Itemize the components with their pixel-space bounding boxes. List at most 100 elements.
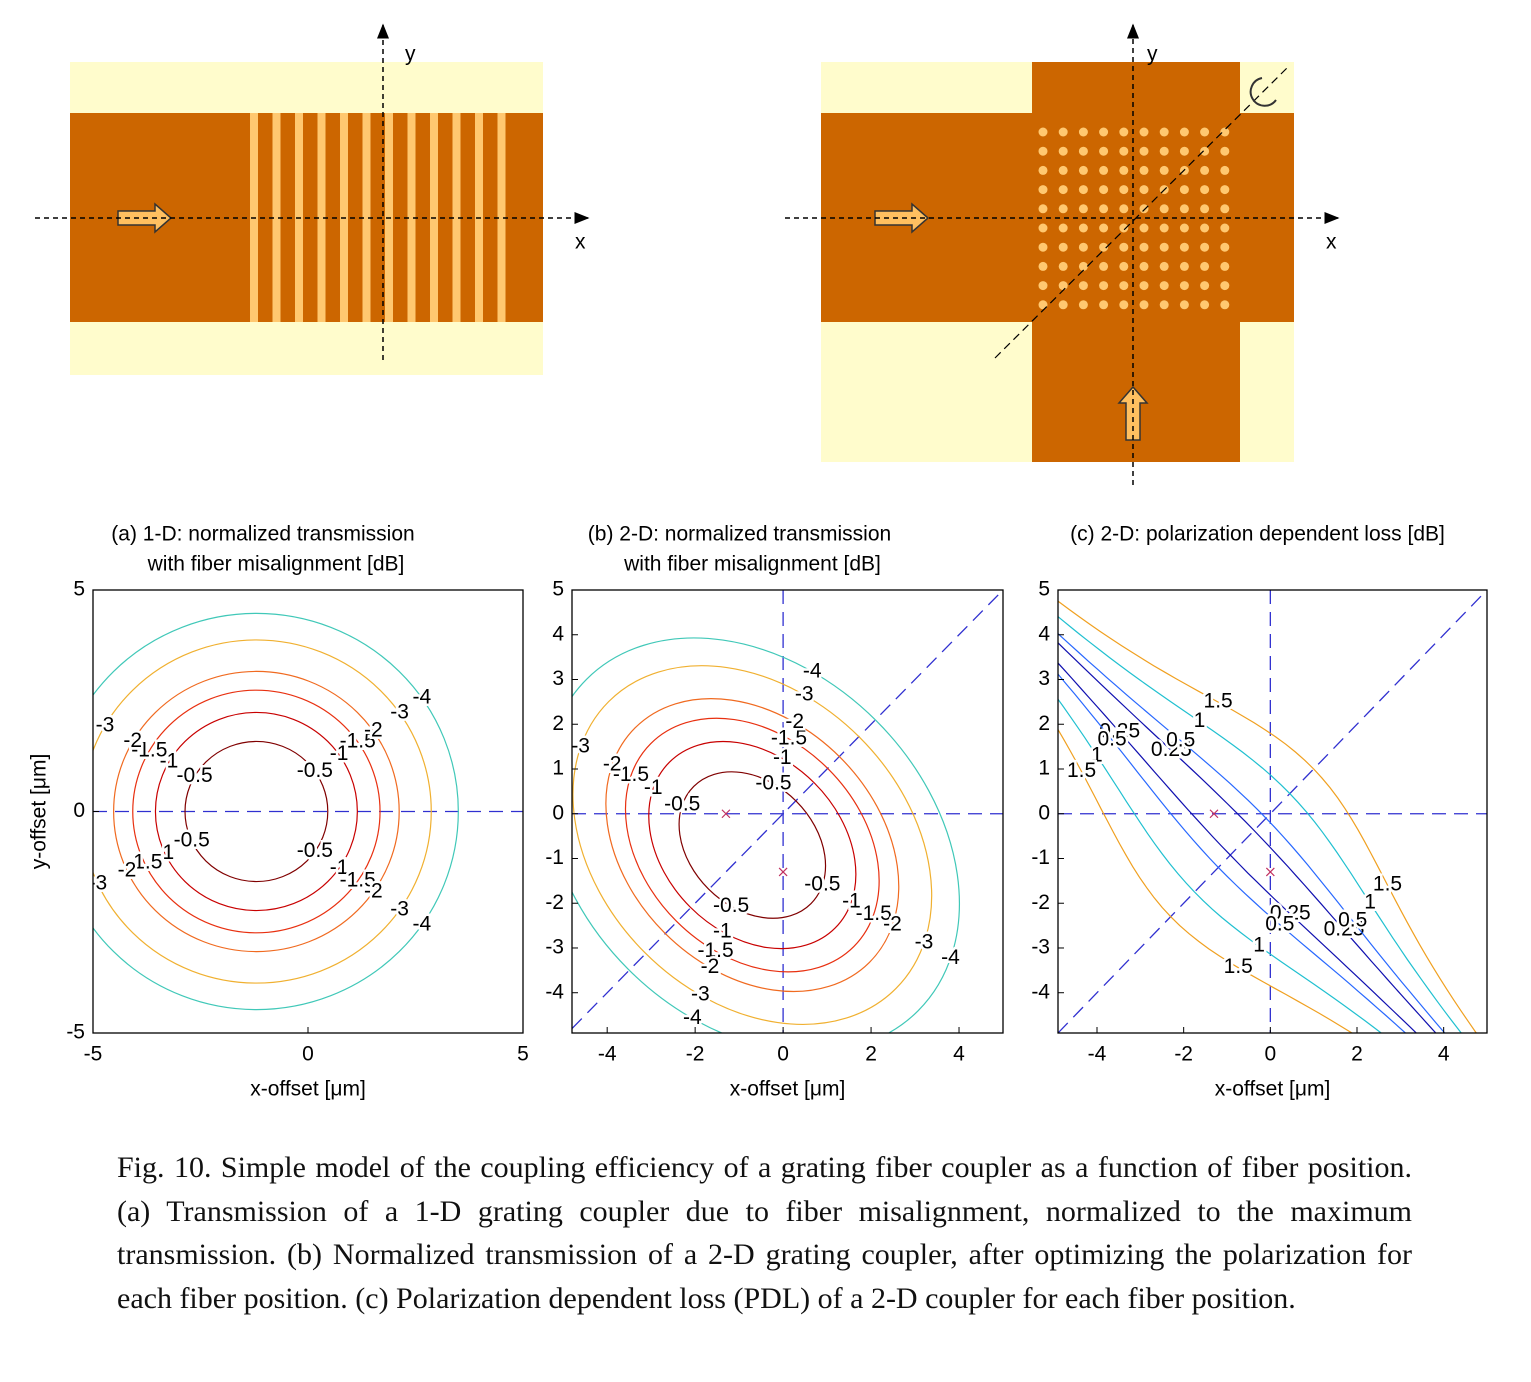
rotation-symbol xyxy=(1249,77,1277,107)
y-tick-label: -5 xyxy=(66,1021,85,1044)
contour-label: -0.5 xyxy=(713,894,749,917)
grating-hole xyxy=(1099,185,1109,195)
grating-hole xyxy=(1200,223,1210,233)
contour-line xyxy=(678,771,827,919)
grating-hole xyxy=(1099,165,1109,175)
grating-hole xyxy=(1139,261,1149,271)
contour-label: -0.5 xyxy=(664,793,700,816)
grating-hole xyxy=(1078,261,1088,271)
contour-plot: -0.5-0.5-0.5-0.5-1-1-1-1-1.5-1.5-1.5-1.5… xyxy=(28,523,529,1101)
grating-hole xyxy=(1220,165,1230,175)
grating-hole xyxy=(1159,242,1169,252)
grating-hole xyxy=(1220,242,1230,252)
y-tick-label: 4 xyxy=(552,622,564,645)
grating-line xyxy=(362,113,371,322)
y-tick-label: 1 xyxy=(1038,757,1050,780)
contour-label: -1.5 xyxy=(126,850,162,873)
y-tick-label: 0 xyxy=(552,801,564,824)
y-tick-label: -3 xyxy=(545,936,564,959)
contour-line xyxy=(93,612,459,1011)
grating-hole xyxy=(1078,242,1088,252)
contour-label: -1.5 xyxy=(340,869,376,892)
x-tick-label: 5 xyxy=(517,1043,529,1066)
contour-label: -3 xyxy=(96,713,115,736)
y-tick-label: -2 xyxy=(1031,891,1050,914)
input-arrow-x xyxy=(874,202,930,234)
contour-label: -1 xyxy=(644,776,663,799)
grating-hole xyxy=(1159,127,1169,137)
contour-line xyxy=(624,717,880,973)
contour-label: -3 xyxy=(691,983,710,1006)
contour-label: -4 xyxy=(412,913,431,936)
contour-label: 0.5 xyxy=(1265,912,1294,935)
contour-line xyxy=(93,639,432,984)
contour-label: -4 xyxy=(64,883,83,906)
contour-label: 0.5 xyxy=(1338,909,1367,932)
contour-line xyxy=(184,740,329,883)
grating-hole xyxy=(1220,185,1230,195)
x-tick-label: -2 xyxy=(686,1043,705,1066)
y-tick-label: -2 xyxy=(545,891,564,914)
grating-hole xyxy=(1099,281,1109,291)
grating-hole xyxy=(1220,261,1230,271)
x-tick-label: -4 xyxy=(598,1043,617,1066)
grating-hole xyxy=(1038,223,1048,233)
y-axis-label: y xyxy=(405,43,416,66)
grating-hole xyxy=(1038,261,1048,271)
grating-line xyxy=(317,113,326,322)
contour-label: -0.5 xyxy=(297,839,333,862)
contour-label: -1 xyxy=(773,746,792,769)
grating-hole xyxy=(1058,223,1068,233)
grating-hole xyxy=(1220,223,1230,233)
contour-line xyxy=(605,698,900,993)
marker xyxy=(1209,809,1219,819)
grating-hole xyxy=(1139,204,1149,214)
x-axis-label: x xyxy=(575,231,586,254)
grating-hole xyxy=(1200,127,1210,137)
x-tick-label: 2 xyxy=(865,1043,877,1066)
x-tick-label: 0 xyxy=(777,1043,789,1066)
contour-label: -1.5 xyxy=(131,738,167,761)
grating-hole xyxy=(1058,127,1068,137)
grating-2d-diagram: x y xyxy=(785,23,1340,485)
contour-label: -1.5 xyxy=(698,939,734,962)
contour-label: -2 xyxy=(364,879,383,902)
grating-hole xyxy=(1220,204,1230,214)
chart-title: (c) 2-D: polarization dependent loss [dB… xyxy=(1070,523,1445,546)
contour-label: -1 xyxy=(160,750,179,773)
contour-label: 1 xyxy=(1091,743,1103,766)
contour-label: -2 xyxy=(883,913,902,936)
y-tick-label: 5 xyxy=(73,578,85,601)
grating-hole xyxy=(1139,185,1149,195)
grating-hole xyxy=(1139,146,1149,156)
grating-hole xyxy=(1119,281,1129,291)
contour-label: -1 xyxy=(842,889,861,912)
y-tick-label: -1 xyxy=(1031,846,1050,869)
contour-line xyxy=(1058,728,1354,1033)
contour-label: -4 xyxy=(941,946,960,969)
x-tick-label: 4 xyxy=(953,1043,965,1066)
grating-hole xyxy=(1119,165,1129,175)
contour-label: -1.5 xyxy=(340,729,376,752)
contour-label: -3 xyxy=(795,682,814,705)
grating-hole xyxy=(1058,165,1068,175)
grating-1d-diagram: x y xyxy=(35,23,590,375)
chart-title: (a) 1-D: normalized transmission xyxy=(111,523,414,546)
grating-hole xyxy=(1179,223,1189,233)
grating-hole xyxy=(1200,242,1210,252)
grating-hole xyxy=(1220,281,1230,291)
contour-line xyxy=(1058,662,1418,1033)
contour-label: 0.25 xyxy=(1270,902,1311,925)
grating-hole xyxy=(1058,146,1068,156)
grating-line xyxy=(407,113,416,322)
grating-hole xyxy=(1119,146,1129,156)
contour-label: -1.5 xyxy=(613,763,649,786)
contour-label: -1.5 xyxy=(856,902,892,925)
chart-title: (b) 2-D: normalized transmission xyxy=(588,523,891,546)
grating-hole xyxy=(1200,300,1210,310)
grating-hole xyxy=(1159,223,1169,233)
x-tick-label: 4 xyxy=(1438,1043,1450,1066)
contour-label: -1 xyxy=(156,841,175,864)
grating-hole xyxy=(1119,242,1129,252)
y-tick-label: 0 xyxy=(1038,801,1050,824)
